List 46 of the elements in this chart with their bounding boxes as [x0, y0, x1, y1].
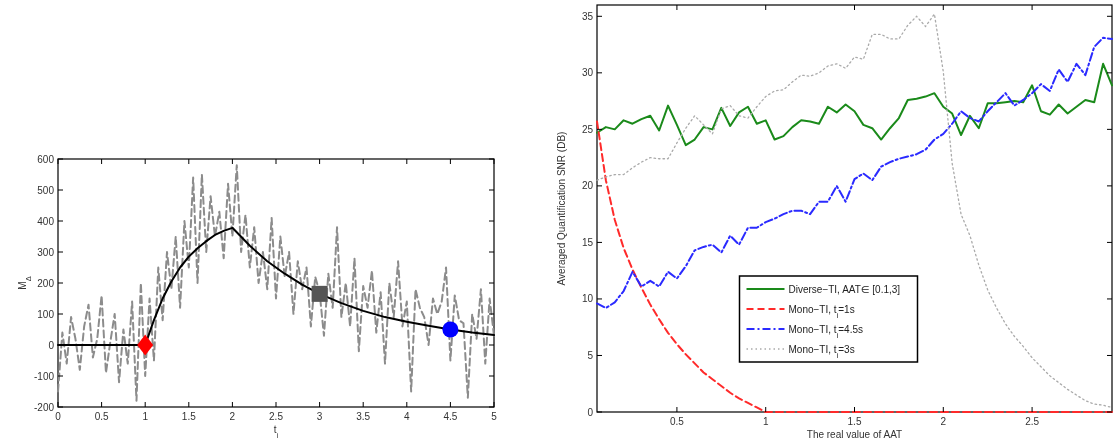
- legend-label: Mono−TI, t$_{i}$=3s: [788, 343, 855, 359]
- x-tick-label: 3: [316, 411, 323, 422]
- y-tick-label: 35: [581, 10, 594, 22]
- y-tick-label: 0: [48, 339, 55, 351]
- x-tick-label: 5: [491, 411, 498, 422]
- x-axis-title: t$_{i}$: [273, 424, 279, 440]
- x-tick-label: 2.5: [269, 411, 284, 422]
- x-tick-label: 2: [229, 411, 236, 422]
- x-tick-label: 2.5: [1025, 416, 1040, 427]
- y-tick-label: 400: [37, 215, 55, 227]
- y-tick-label: -200: [33, 401, 55, 413]
- y-tick-label: 5: [587, 349, 594, 361]
- line-series: [596, 120, 1113, 413]
- x-tick-label: 1: [142, 411, 149, 422]
- y-tick-label: 10: [581, 293, 594, 305]
- y-tick-label: 15: [581, 236, 594, 248]
- x-tick-label: 4: [404, 411, 411, 422]
- y-tick-label: 25: [581, 123, 594, 135]
- y-tick-label: 20: [581, 180, 594, 192]
- y-tick-label: -100: [33, 370, 55, 382]
- x-tick-label: 4.5: [443, 411, 458, 422]
- x-tick-label: 3.5: [356, 411, 371, 422]
- x-axis-title: The real value of AAT: [806, 429, 903, 440]
- x-tick-label: 1.5: [181, 411, 197, 422]
- point: [442, 321, 459, 338]
- x-tick-label: 0: [55, 411, 62, 422]
- legend-label: Mono−TI, t$_{i}$=4.5s: [788, 323, 863, 339]
- line-series: [596, 13, 1113, 409]
- line-series: [57, 164, 495, 402]
- y-tick-label: 600: [37, 153, 55, 165]
- point: [137, 334, 154, 356]
- y-tick-label: 30: [581, 67, 594, 79]
- y-tick-label: 300: [37, 246, 55, 258]
- line-series: [596, 62, 1113, 147]
- x-tick-label: 1: [762, 416, 769, 427]
- legend-label: Mono−TI, t$_{i}$=1s: [788, 303, 855, 319]
- x-tick-label: 0.5: [94, 411, 109, 422]
- x-tick-label: 1.5: [847, 416, 862, 427]
- y-tick-label: 200: [37, 277, 55, 289]
- y-axis-title: Averaged Quantification SNR (DB): [556, 131, 567, 286]
- x-tick-label: 0.5: [669, 416, 685, 427]
- y-tick-label: 500: [37, 184, 55, 196]
- point: [311, 285, 328, 302]
- legend-label: Diverse−TI, AAT∈ [0.1,3]: [788, 283, 901, 295]
- y-tick-label: 100: [37, 308, 55, 320]
- x-tick-label: 2: [940, 416, 947, 427]
